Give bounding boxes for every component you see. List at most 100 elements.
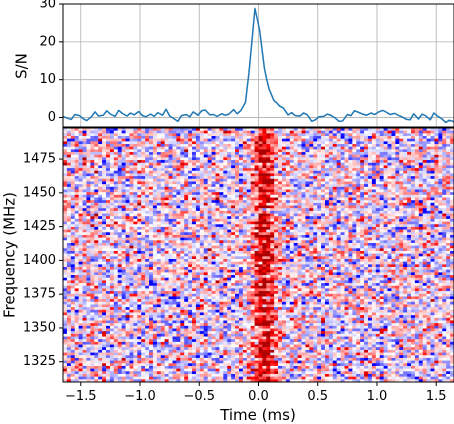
heatmap-cell <box>121 216 126 220</box>
heatmap-cell <box>66 189 72 193</box>
heatmap-cell <box>395 178 400 182</box>
heatmap-cell <box>168 192 173 196</box>
heatmap-cell <box>293 160 298 164</box>
heatmap-cell <box>352 221 357 225</box>
heatmap-cell <box>348 144 353 148</box>
heatmap-cell <box>180 256 185 260</box>
heatmap-cell <box>106 168 111 172</box>
heatmap-cell <box>324 138 330 142</box>
heatmap-cell <box>66 259 72 263</box>
heatmap-cell <box>129 181 134 185</box>
heatmap-cell <box>63 178 68 182</box>
heatmap-cell <box>109 173 115 177</box>
heatmap-cell <box>145 208 150 212</box>
heatmap-cell <box>422 200 427 204</box>
heatmap-cell <box>367 197 373 201</box>
heatmap-cell <box>180 184 185 188</box>
heatmap-cell <box>246 194 252 198</box>
heatmap-cell <box>450 202 454 206</box>
heatmap-cell <box>199 160 205 164</box>
heatmap-cell <box>145 154 150 158</box>
heatmap-cell <box>231 168 236 172</box>
heatmap-cell <box>188 152 193 156</box>
heatmap-cell <box>180 221 185 225</box>
heatmap-cell <box>309 141 314 145</box>
heatmap-cell <box>317 202 322 206</box>
heatmap-cell <box>203 234 209 238</box>
heatmap-cell <box>219 213 224 217</box>
heatmap-cell <box>293 237 298 241</box>
heatmap-cell <box>250 157 255 161</box>
heatmap-cell <box>160 168 166 172</box>
heatmap-cell <box>141 224 146 228</box>
heatmap-cell <box>407 226 412 230</box>
heatmap-cell <box>192 168 197 172</box>
heatmap-cell <box>391 162 396 166</box>
heatmap-cell <box>94 234 99 238</box>
heatmap-cell <box>348 178 353 182</box>
heatmap-cell <box>90 141 95 145</box>
heatmap-cell <box>285 181 291 185</box>
heatmap-cell <box>262 216 267 220</box>
heatmap-cell <box>321 256 326 260</box>
heatmap-cell <box>305 136 310 140</box>
heatmap-cell <box>336 194 341 198</box>
heatmap-cell <box>152 160 158 164</box>
heatmap-cell <box>270 245 275 249</box>
heatmap-cell <box>133 192 138 196</box>
heatmap-cell <box>70 240 76 244</box>
heatmap-cell <box>129 162 134 166</box>
heatmap-cell <box>356 234 361 238</box>
heatmap-cell <box>301 205 306 209</box>
heatmap-cell <box>403 250 408 255</box>
heatmap-cell <box>125 136 130 140</box>
heatmap-cell <box>438 181 443 185</box>
heatmap-cell <box>254 154 259 158</box>
heatmap-cell <box>219 259 224 263</box>
heatmap-cell <box>125 181 130 185</box>
heatmap-cell <box>348 186 353 190</box>
heatmap-cell <box>242 160 248 164</box>
heatmap-cell <box>414 128 420 132</box>
heatmap-cell <box>414 245 420 249</box>
heatmap-cell <box>227 186 232 190</box>
heatmap-cell <box>360 146 365 150</box>
heatmap-cell <box>156 213 162 217</box>
heatmap-cell <box>262 224 267 228</box>
heatmap-cell <box>74 218 79 222</box>
heatmap-cell <box>356 224 361 228</box>
heatmap-cell <box>450 218 454 222</box>
heatmap-cell <box>328 149 334 153</box>
heatmap-cell <box>106 170 111 174</box>
heatmap-cell <box>242 218 248 222</box>
heatmap-cell <box>383 200 388 204</box>
heatmap-cell <box>442 146 447 150</box>
heatmap-cell <box>360 213 365 217</box>
heatmap-cell <box>360 133 365 137</box>
heatmap-cell <box>399 130 404 134</box>
heatmap-cell <box>309 138 314 142</box>
heatmap-cell <box>367 184 373 188</box>
heatmap-cell <box>231 173 236 177</box>
heatmap-cell <box>125 162 130 166</box>
heatmap-cell <box>242 184 248 188</box>
heatmap-cell <box>344 210 349 214</box>
heatmap-cell <box>367 208 373 212</box>
heatmap-cell <box>113 189 119 193</box>
heatmap-cell <box>305 256 310 260</box>
heatmap-cell <box>395 138 400 142</box>
heatmap-cell <box>278 245 283 249</box>
heatmap-cell <box>188 237 193 241</box>
heatmap-cell <box>86 165 91 169</box>
heatmap-cell <box>117 208 122 212</box>
heatmap-cell <box>274 242 279 246</box>
heatmap-cell <box>364 128 369 132</box>
heatmap-cell <box>102 168 107 172</box>
heatmap-cell <box>262 234 267 238</box>
heatmap-cell <box>430 152 435 156</box>
heatmap-cell <box>309 133 314 137</box>
heatmap-cell <box>219 245 224 249</box>
heatmap-cell <box>137 168 142 172</box>
heatmap-cell <box>278 256 283 260</box>
heatmap-cell <box>117 224 122 228</box>
